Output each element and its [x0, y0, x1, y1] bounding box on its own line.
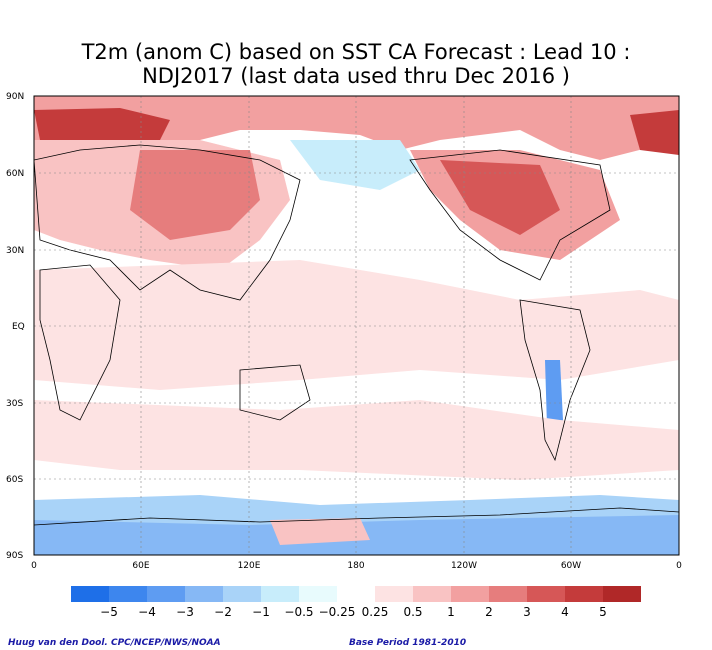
colorbar-label: 0.5 — [403, 605, 422, 619]
colorbar-label: 3 — [523, 605, 531, 619]
coastline-antarctica — [34, 507, 679, 526]
lon-label: 0 — [676, 561, 682, 571]
coastline-eurasia — [34, 144, 301, 301]
graticule — [34, 96, 679, 555]
colorbar-label: 5 — [599, 605, 607, 619]
colorbar-swatch — [71, 586, 109, 602]
north-america-warm-core — [440, 160, 560, 235]
colorbar-swatch — [299, 586, 337, 602]
colorbar-swatch — [527, 586, 565, 602]
southern-ocean-warm-region — [34, 400, 679, 480]
lat-label: EQ — [12, 322, 25, 332]
credit-text: Huug van den Dool. CPC/NCEP/NWS/NOAA — [8, 638, 221, 648]
longitude-axis: 0 60E 120E 180 120W 60W 0 — [31, 561, 682, 571]
colorbar-swatch — [413, 586, 451, 602]
lon-label: 0 — [31, 561, 37, 571]
coastline-south-america — [519, 299, 591, 462]
colorbar-swatch — [147, 586, 185, 602]
tropical-warm-belt — [34, 260, 679, 390]
colorbar-label: −5 — [100, 605, 118, 619]
lat-label: 30N — [6, 246, 24, 256]
colorbar-swatch — [223, 586, 261, 602]
colorbar-swatch — [109, 586, 147, 602]
coastline-africa — [39, 264, 121, 421]
colorbar-label: −0.5 — [284, 605, 313, 619]
colorbar-label: −3 — [176, 605, 194, 619]
colorbar-swatch — [261, 586, 299, 602]
colorbar-label: 0.25 — [362, 605, 389, 619]
lat-label: 60S — [6, 475, 23, 485]
colorbar-swatch — [565, 586, 603, 602]
asia-warm-core — [130, 150, 260, 240]
colorbar-swatch — [337, 586, 375, 602]
colorbar-swatch — [489, 586, 527, 602]
lon-label: 60E — [132, 561, 149, 571]
lat-label: 60N — [6, 169, 24, 179]
colorbar: −5 −4 −3 −2 −1 −0.5 −0.25 0.25 0.5 1 2 3 4 5 — [71, 586, 641, 619]
north-pacific-cool-region — [290, 140, 420, 190]
colorbar-label: −0.25 — [319, 605, 356, 619]
anomaly-field — [34, 96, 679, 555]
coastline-australia — [239, 364, 311, 421]
siberia-warm-core — [34, 108, 170, 145]
lon-label: 60W — [561, 561, 581, 571]
colorbar-swatch — [603, 586, 641, 602]
greenland-warm-core — [630, 110, 679, 155]
colorbar-swatch — [451, 586, 489, 602]
lat-label: 90N — [6, 92, 24, 102]
coastlines — [34, 144, 679, 526]
colorbar-swatch — [375, 586, 413, 602]
map-title-line2: NDJ2017 (last data used thru Dec 2016 ) — [142, 64, 570, 88]
lon-label: 120W — [451, 561, 477, 571]
lat-label: 30S — [6, 399, 23, 409]
map-frame — [33, 95, 680, 556]
base-period-text: Base Period 1981-2010 — [349, 638, 467, 648]
antarctic-warm-patch — [270, 518, 370, 545]
latitude-axis: 90N 60N 30N EQ 30S 60S 90S — [6, 92, 25, 561]
colorbar-label: −4 — [138, 605, 156, 619]
arctic-warm-region — [34, 96, 679, 160]
lon-label: 120E — [238, 561, 261, 571]
colorbar-swatch — [185, 586, 223, 602]
colorbar-label: 2 — [485, 605, 493, 619]
colorbar-label: −1 — [252, 605, 270, 619]
lon-label: 180 — [347, 561, 364, 571]
colorbar-label: 4 — [561, 605, 569, 619]
map-title-line1: T2m (anom C) based on SST CA Forecast : … — [81, 40, 631, 64]
colorbar-label: 1 — [447, 605, 455, 619]
lat-label: 90S — [6, 551, 23, 561]
coastline-north-america — [409, 149, 611, 281]
colorbar-label: −2 — [214, 605, 232, 619]
